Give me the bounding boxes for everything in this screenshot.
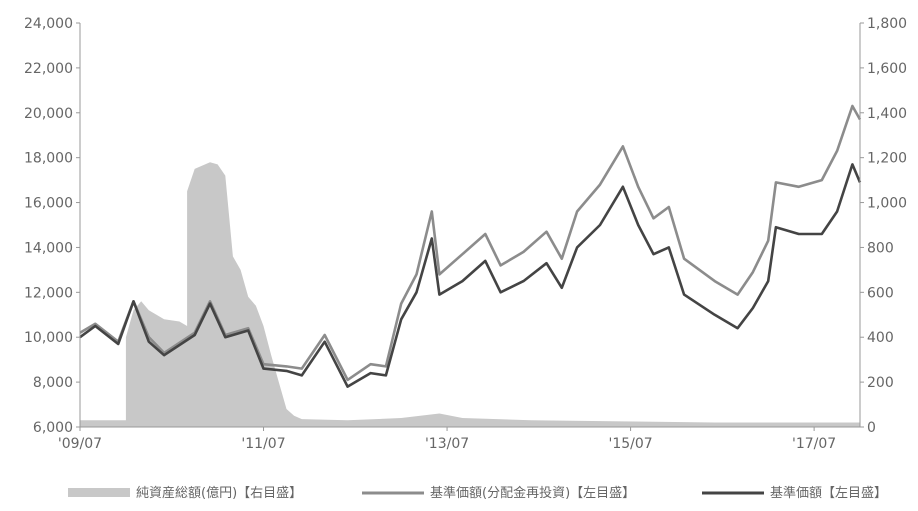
x-tick-label: '15/07 — [608, 436, 652, 452]
left-tick-label: 18,000 — [24, 151, 73, 167]
left-tick-label: 24,000 — [24, 16, 73, 32]
left-tick-label: 12,000 — [24, 285, 73, 301]
legend-item: 基準価額(分配金再投資)【左目盛】 — [362, 485, 635, 501]
right-tick-label: 400 — [867, 330, 894, 346]
legend-label: 基準価額(分配金再投資)【左目盛】 — [430, 485, 635, 501]
legend-item: 純資産総額(億円)【右目盛】 — [68, 485, 302, 501]
right-tick-label: 1,800 — [867, 16, 907, 32]
x-tick-label: '09/07 — [58, 436, 102, 452]
right-tick-label: 1,000 — [867, 196, 907, 212]
right-tick-label: 0 — [867, 420, 876, 436]
x-tick-label: '13/07 — [425, 436, 469, 452]
left-tick-label: 22,000 — [24, 61, 73, 77]
legend-label: 純資産総額(億円)【右目盛】 — [136, 485, 302, 501]
right-tick-label: 600 — [867, 285, 894, 301]
x-tick-label: '11/07 — [241, 436, 285, 452]
right-tick-label: 1,200 — [867, 151, 907, 167]
legend-item: 基準価額【左目盛】 — [702, 485, 887, 501]
right-tick-label: 1,600 — [867, 61, 907, 77]
left-tick-label: 14,000 — [24, 240, 73, 256]
left-tick-label: 6,000 — [33, 420, 73, 436]
left-tick-label: 20,000 — [24, 106, 73, 122]
x-tick-label: '17/07 — [792, 436, 836, 452]
area-layer — [80, 162, 860, 427]
right-tick-label: 1,400 — [867, 106, 907, 122]
line-layer — [79, 104, 862, 388]
legend-label: 基準価額【左目盛】 — [770, 485, 887, 501]
right-tick-label: 200 — [867, 375, 894, 391]
series-area-0 — [80, 162, 860, 427]
right-tick-label: 800 — [867, 240, 894, 256]
left-tick-label: 16,000 — [24, 196, 73, 212]
axis-layer: 6,000 8,000 10,000 12,000 14,000 16,000 18,000… — [24, 16, 907, 452]
series-line-2 — [79, 163, 862, 388]
left-tick-label: 10,000 — [24, 330, 73, 346]
legend: 純資産総額(億円)【右目盛】 基準価額(分配金再投資)【左目盛】 基準価額【左目盛】 — [68, 485, 887, 501]
legend-swatch — [68, 488, 130, 497]
left-tick-label: 8,000 — [33, 375, 73, 391]
